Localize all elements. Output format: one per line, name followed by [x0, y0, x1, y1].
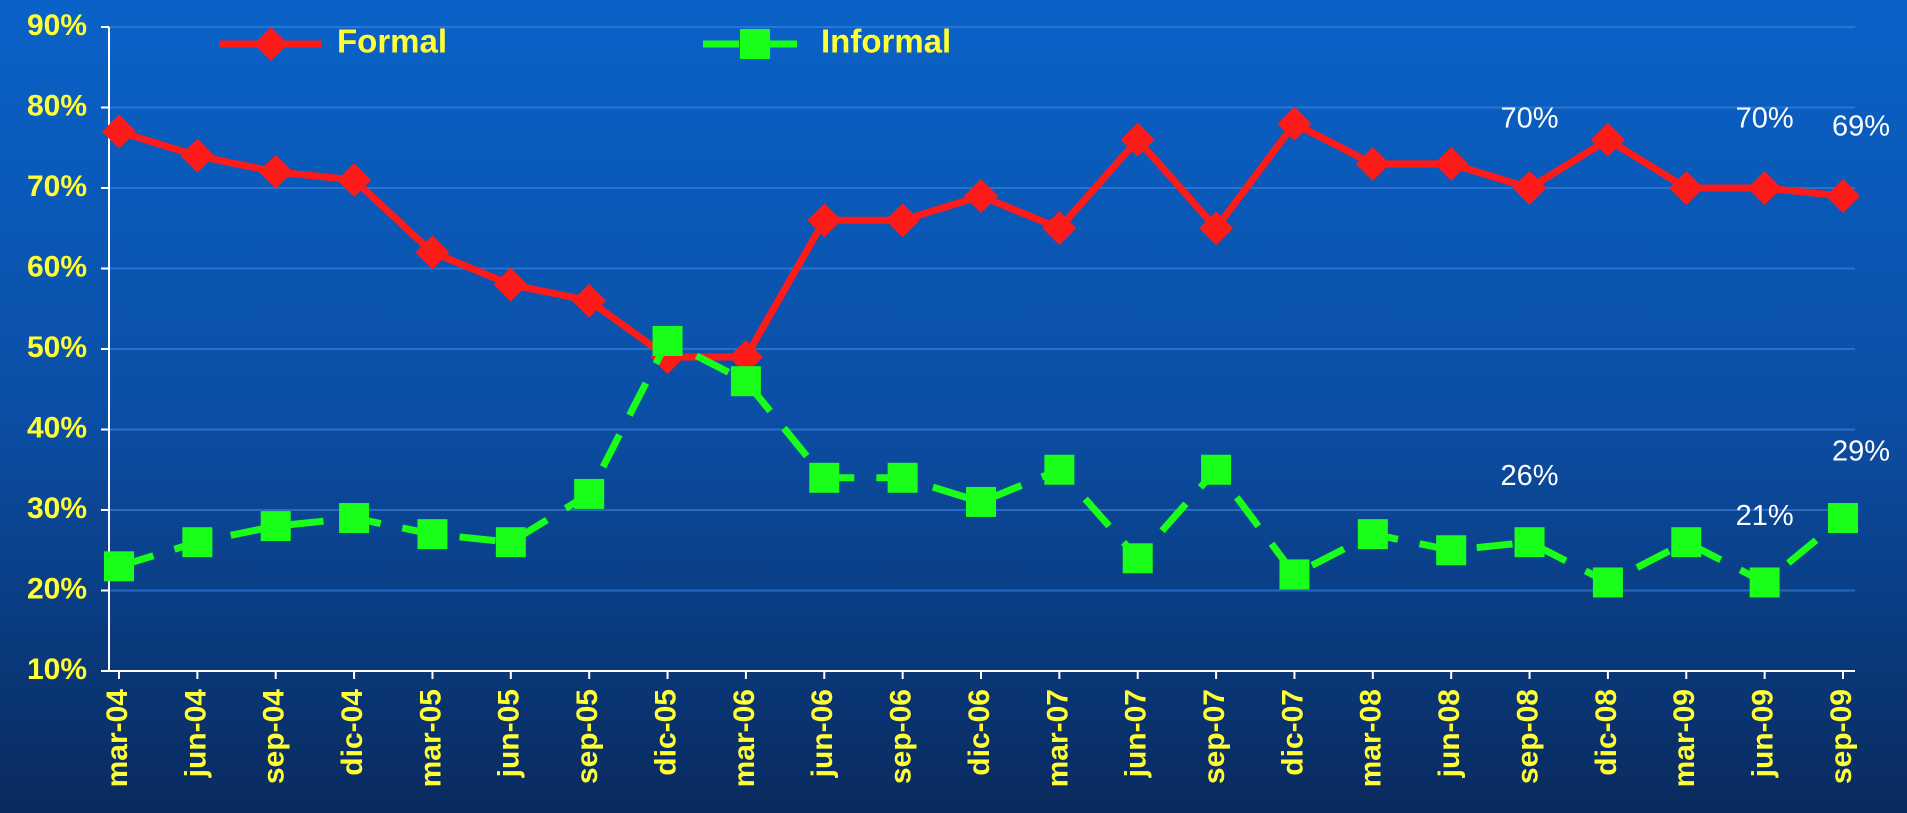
data-point [728, 340, 763, 375]
y-tick-label: 20% [27, 572, 87, 605]
data-point [180, 138, 215, 173]
x-tick-label: mar-07 [1041, 689, 1074, 787]
value-label: 26% [1501, 460, 1559, 492]
data-point [1122, 543, 1153, 574]
data-point [1747, 171, 1782, 205]
x-tick-label: dic-06 [963, 689, 996, 776]
x-tick-label: sep-04 [258, 689, 291, 784]
series-line [117, 337, 1846, 586]
value-label: 70% [1736, 103, 1794, 135]
y-tick-label: 60% [27, 250, 87, 283]
x-tick-label: sep-06 [885, 689, 918, 784]
data-point [1120, 122, 1155, 157]
data-point [1669, 171, 1704, 205]
data-point [1590, 122, 1625, 157]
y-tick-label: 70% [27, 170, 87, 203]
x-tick-label: jun-07 [1120, 689, 1153, 778]
x-tick-label: dic-04 [336, 689, 369, 776]
data-point [182, 527, 213, 558]
data-point [417, 519, 448, 550]
y-tick-label: 30% [27, 492, 87, 525]
x-tick-label: sep-05 [571, 689, 604, 784]
x-tick-label: mar-09 [1668, 689, 1701, 787]
x-tick-label: dic-08 [1590, 689, 1623, 776]
x-tick-label: jun-06 [806, 689, 839, 778]
data-point [258, 154, 293, 189]
data-point [1514, 527, 1545, 558]
data-point [493, 267, 528, 302]
x-tick-label: dic-07 [1276, 689, 1309, 776]
data-point [1826, 179, 1860, 214]
data-point [1357, 519, 1388, 550]
data-point [1671, 527, 1702, 558]
legend-marker [254, 27, 288, 61]
data-point [1044, 454, 1075, 485]
x-tick-label: jun-09 [1747, 689, 1780, 778]
data-point [260, 511, 291, 542]
legend-label: Informal [821, 23, 951, 60]
y-tick-label: 40% [27, 411, 87, 444]
data-point [104, 551, 134, 582]
data-point [415, 235, 450, 270]
data-point [652, 325, 683, 356]
data-point [730, 366, 761, 397]
value-label: 69% [1832, 111, 1890, 143]
data-point [809, 462, 840, 493]
x-tick-label: jun-05 [493, 689, 526, 778]
data-point [337, 162, 372, 197]
y-tick-label: 90% [27, 9, 87, 42]
value-label: 29% [1832, 436, 1890, 468]
data-point [495, 527, 526, 558]
y-tick-label: 50% [27, 331, 87, 364]
data-point [339, 503, 370, 534]
value-label: 21% [1736, 500, 1794, 532]
y-tick-label: 80% [27, 89, 87, 122]
data-point [1512, 171, 1547, 205]
data-point [964, 179, 998, 214]
data-point [1042, 211, 1077, 246]
x-tick-label: jun-04 [179, 689, 212, 779]
x-tick-label: sep-07 [1198, 689, 1231, 784]
data-point [572, 283, 607, 318]
data-point [1434, 146, 1469, 181]
data-point [1201, 454, 1232, 485]
data-point [574, 478, 605, 509]
data-point [1592, 567, 1623, 598]
data-point [966, 486, 996, 517]
x-tick-label: mar-06 [728, 689, 761, 787]
y-tick-label: 10% [27, 653, 87, 686]
data-point [807, 203, 842, 238]
data-point [1277, 106, 1312, 141]
x-tick-label: mar-04 [101, 689, 134, 788]
x-tick-label: sep-09 [1825, 689, 1858, 784]
x-tick-label: mar-08 [1355, 689, 1388, 787]
data-point [887, 462, 918, 493]
x-tick-label: mar-05 [414, 689, 447, 787]
data-point [1828, 503, 1858, 534]
x-tick-label: sep-08 [1511, 689, 1544, 784]
data-point [1436, 535, 1467, 566]
value-label: 70% [1501, 103, 1559, 135]
data-point [885, 203, 920, 238]
data-point [1199, 211, 1234, 246]
data-point [1279, 559, 1310, 590]
data-point [1749, 567, 1780, 598]
legend-label: Formal [337, 23, 447, 60]
x-tick-label: dic-05 [649, 689, 682, 776]
data-point [1355, 146, 1390, 181]
data-point [102, 114, 136, 149]
x-tick-label: jun-08 [1433, 689, 1466, 778]
legend-marker [740, 29, 770, 59]
